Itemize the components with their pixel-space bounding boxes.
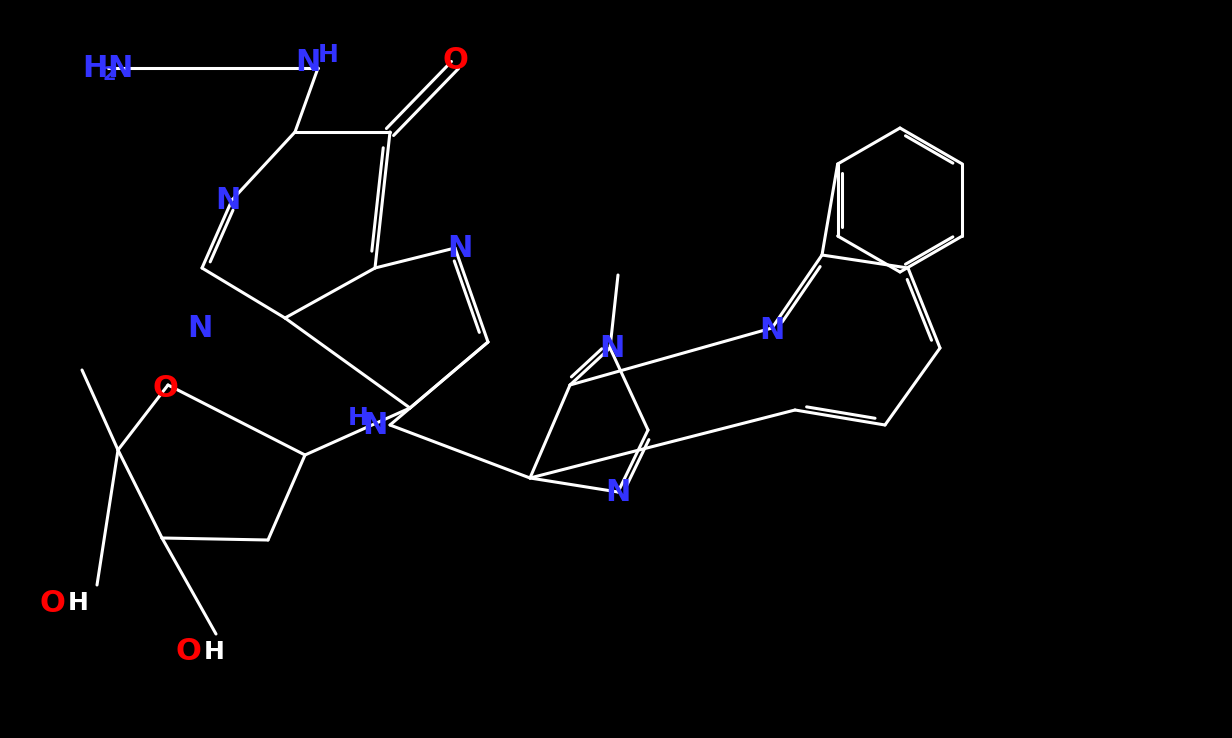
Text: N: N <box>296 47 320 77</box>
Text: O: O <box>39 588 65 618</box>
Text: N: N <box>362 410 388 440</box>
Text: H: H <box>68 591 89 615</box>
Text: N: N <box>447 233 473 263</box>
Text: 2: 2 <box>102 64 116 83</box>
Text: N: N <box>599 334 625 362</box>
Text: H: H <box>83 53 107 83</box>
Text: H: H <box>318 43 339 67</box>
Text: O: O <box>152 373 177 402</box>
Text: N: N <box>605 477 631 506</box>
Text: H: H <box>347 406 368 430</box>
Text: N: N <box>187 314 213 342</box>
Text: O: O <box>175 638 201 666</box>
Text: O: O <box>442 46 468 75</box>
Text: N: N <box>216 185 240 215</box>
Text: N: N <box>107 53 133 83</box>
Text: N: N <box>759 316 785 345</box>
Text: H: H <box>203 640 224 664</box>
